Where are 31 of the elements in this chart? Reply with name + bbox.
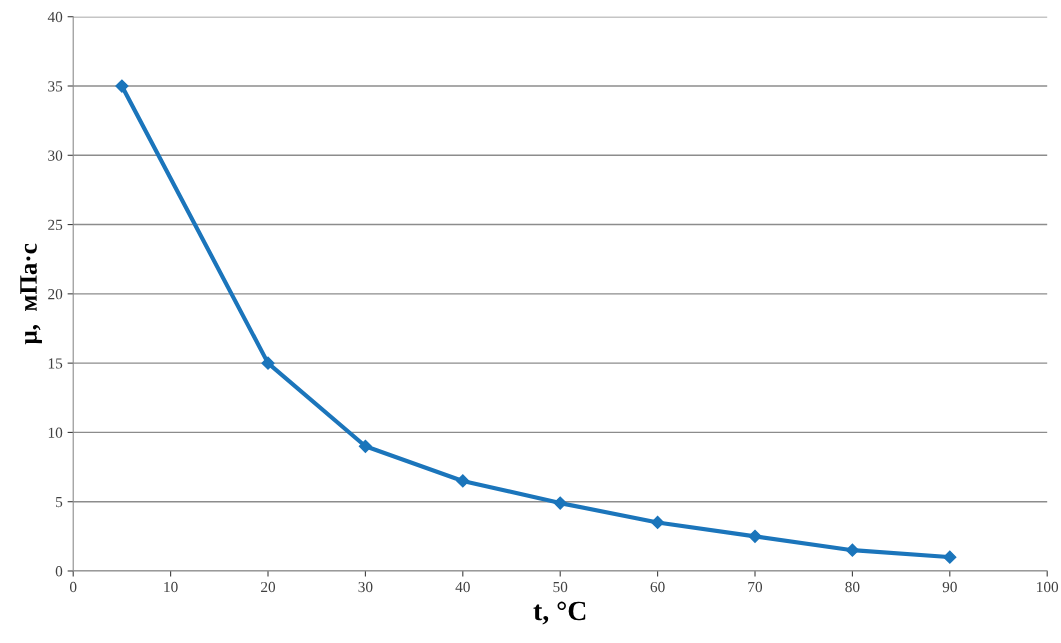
y-tick-label: 0 bbox=[55, 566, 63, 577]
x-tick-label: 90 bbox=[942, 581, 957, 593]
x-tick-label: 40 bbox=[455, 581, 470, 593]
point bbox=[115, 79, 129, 93]
x-tick-label: 70 bbox=[748, 581, 763, 593]
point bbox=[358, 439, 372, 453]
point bbox=[261, 356, 275, 370]
y-tick-label: 20 bbox=[48, 288, 63, 300]
y-tick-label: 35 bbox=[48, 81, 63, 92]
x-axis-title: t, °C bbox=[533, 601, 586, 625]
point bbox=[456, 474, 470, 488]
y-tick-label: 25 bbox=[48, 219, 63, 231]
y-axis-title: μ, мПа·с bbox=[20, 243, 42, 345]
y-tick-label: 10 bbox=[48, 427, 63, 438]
y-tick-label: 15 bbox=[48, 358, 63, 369]
x-tick-label: 30 bbox=[358, 581, 373, 593]
point bbox=[943, 550, 957, 564]
x-tick-label: 20 bbox=[261, 581, 276, 593]
point bbox=[553, 496, 567, 510]
x-tick-label: 0 bbox=[69, 581, 77, 593]
point bbox=[651, 515, 665, 530]
x-tick-label: 50 bbox=[553, 581, 568, 593]
x-tick-label: 100 bbox=[1037, 581, 1059, 593]
y-tick-label: 30 bbox=[48, 150, 63, 161]
x-tick-label: 10 bbox=[164, 581, 178, 593]
y-tick-label: 40 bbox=[47, 11, 63, 23]
x-tick-label: 80 bbox=[845, 581, 860, 593]
point bbox=[748, 529, 762, 543]
x-tick-label: 60 bbox=[650, 581, 665, 593]
y-tick-label: 5 bbox=[56, 497, 63, 508]
point bbox=[845, 543, 859, 557]
